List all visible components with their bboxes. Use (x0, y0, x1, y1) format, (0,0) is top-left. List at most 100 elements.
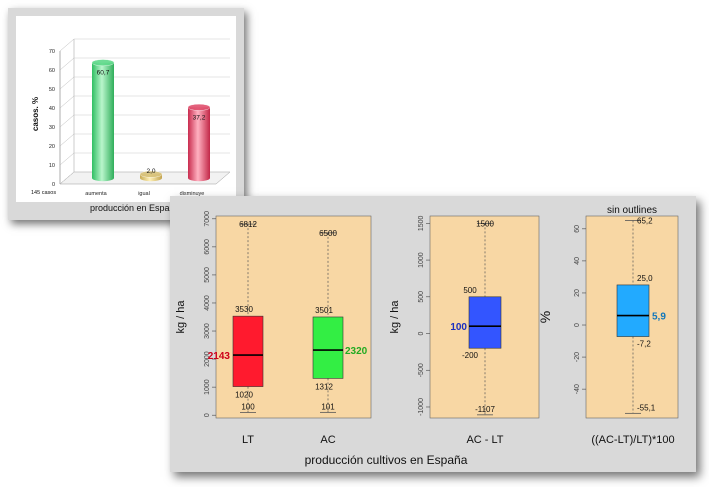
bar-chart-gridline (59, 38, 75, 52)
y-axis-label: % (537, 311, 553, 323)
bar-chart-ytick-label: 50 (49, 87, 55, 93)
box-body (232, 315, 264, 387)
bar-chart-ytick-label: 40 (49, 106, 55, 112)
label-q1: -7,2 (637, 340, 651, 349)
bar-base (188, 174, 210, 182)
label-max: 65,2 (637, 216, 653, 225)
cases-note: 145 casos (31, 190, 56, 196)
label-min: 101 (321, 402, 335, 411)
bar-chart-gridline (59, 57, 75, 71)
ytick-label: 7000 (204, 211, 211, 227)
label-median: 100 (450, 322, 467, 333)
ytick-label: 1500 (418, 215, 425, 231)
boxplot-panel: 0 1000 2000 3000 4000 5000 6000 7000 kg / ha 6812… (170, 196, 696, 472)
bar-chart-panel: 0 10 20 30 40 50 60 70 60,7 2,0 37,2 aumenta igual… (8, 8, 244, 220)
boxplot-middle: -1000 -500 0 500 1000 1500 kg / ha 1500 500 -200 -… (389, 215, 540, 446)
x-category-label: AC - LT (466, 434, 503, 446)
boxplot-left: 0 1000 2000 3000 4000 5000 6000 7000 kg / ha 6812… (175, 211, 372, 446)
ytick-label: -1000 (418, 398, 425, 416)
x-category-label: AC (320, 434, 335, 446)
ytick-label: 6000 (204, 239, 211, 255)
ytick-label: 0 (418, 331, 425, 335)
ytick-label: 40 (574, 257, 581, 265)
bar-chart-area: 0 10 20 30 40 50 60 70 60,7 2,0 37,2 aumenta igual… (16, 16, 236, 202)
ytick-label: 0 (204, 413, 211, 417)
bar-chart-bars: 60,7 2,0 37,2 (91, 59, 211, 182)
label-q3: 25,0 (637, 274, 653, 283)
ytick-label: -40 (574, 384, 581, 394)
boxplot-right: -40 -20 0 20 40 60% 65,2 25,0 -7,2 -55,1 5,9 ((AC-L… (537, 215, 679, 446)
label-min: -1107 (475, 405, 495, 414)
label-q3: 3501 (315, 306, 333, 315)
box-body (616, 284, 650, 337)
bar-category-label: aumenta (85, 191, 107, 197)
bar-chart-ytick-label: 70 (49, 49, 55, 55)
x-category-label: ((AC-LT)/LT)*100 (591, 434, 674, 446)
bar-chart-gridline (59, 171, 75, 185)
bar-igual: 2,0 (139, 168, 163, 182)
bar-chart-ytick-label: 60 (49, 68, 55, 74)
ytick-label: 60 (574, 225, 581, 233)
label-median: 2143 (208, 351, 231, 362)
ytick-label: 2000 (204, 351, 211, 367)
bar-body (92, 62, 114, 178)
y-axis-label: kg / ha (175, 300, 187, 334)
bar-chart-gridline (59, 114, 75, 128)
ytick-label: 0 (574, 323, 581, 327)
bar-category-label: disminuye (180, 191, 205, 197)
label-max: 6812 (239, 220, 257, 229)
bar-chart-gridline (59, 95, 75, 109)
x-category-label: LT (242, 434, 254, 446)
label-q1: 1312 (315, 382, 333, 391)
box-AC: 6500 3501 1312 101 2320 (312, 229, 368, 413)
bar-aumenta: 60,7 (91, 59, 115, 182)
bar-value-label: 2,0 (146, 168, 155, 175)
bar-chart-caption: producción en España (90, 203, 180, 213)
ytick-label: 4000 (204, 295, 211, 311)
bar-chart-ytick-label: 0 (52, 182, 55, 188)
bar-chart-gridline (59, 76, 75, 90)
bar-top (139, 170, 163, 178)
bar-body (188, 107, 210, 178)
boxplot-note: sin outlines (607, 205, 657, 216)
box-AC - LT: 1500 500 -200 -1107 100 (450, 219, 502, 416)
bar-category-label: igual (138, 191, 150, 197)
box-((AC-LT)/LT)*100: 65,2 25,0 -7,2 -55,1 5,9 (616, 216, 666, 414)
bar-value-label: 37,2 (193, 114, 206, 121)
bar-chart-gridline (59, 152, 75, 166)
box-body (312, 316, 344, 379)
ytick-label: 1000 (418, 252, 425, 268)
label-min: 100 (241, 402, 255, 411)
label-q3: 3530 (235, 305, 253, 314)
ytick-label: 500 (418, 291, 425, 303)
label-median: 2320 (345, 346, 368, 357)
bar-disminuye: 37,2 (187, 103, 211, 182)
bar-value-label: 60,7 (97, 70, 110, 77)
box-body (468, 296, 502, 349)
label-q1: 1020 (235, 391, 253, 400)
ytick-label: 20 (574, 289, 581, 297)
bar-chart-ytick-label: 20 (49, 144, 55, 150)
ytick-label: 5000 (204, 267, 211, 283)
bar-top (91, 59, 115, 67)
label-max: 6500 (319, 229, 337, 238)
ytick-label: -20 (574, 352, 581, 362)
label-max: 1500 (476, 219, 494, 228)
bar-chart-x-axis: aumenta igual disminuye (85, 191, 204, 197)
bar-base (92, 174, 114, 182)
label-median: 5,9 (652, 312, 666, 323)
ytick-label: 1000 (204, 379, 211, 395)
bar-top (187, 103, 211, 111)
bar-chart-gridline (59, 133, 75, 147)
bar-chart-ytick-label: 10 (49, 163, 55, 169)
label-q1: -200 (462, 351, 479, 360)
label-q3: 500 (463, 286, 477, 295)
bar-chart-svg: 0 10 20 30 40 50 60 70 60,7 2,0 37,2 aumenta igual… (31, 38, 231, 197)
box-LT: 6812 3530 1020 100 2143 (208, 220, 264, 413)
ytick-label: -500 (418, 363, 425, 377)
bar-chart-ytick-label: 30 (49, 125, 55, 131)
bar-chart-y-axis: 0 10 20 30 40 50 60 70 (49, 49, 55, 188)
bar-chart-ylabel: casos. % (31, 97, 40, 131)
y-axis-label: kg / ha (389, 300, 401, 334)
